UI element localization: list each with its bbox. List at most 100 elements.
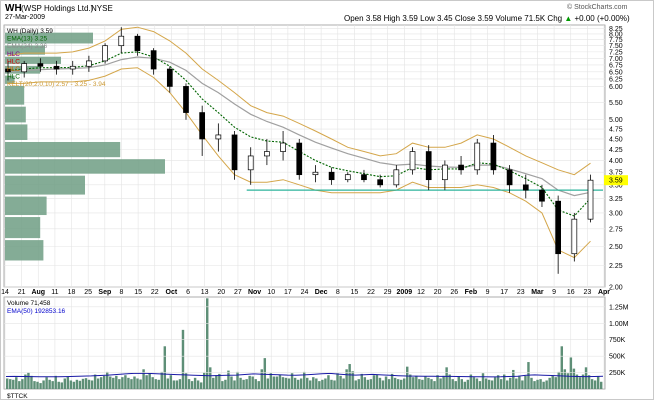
price-tick-label: 4.25	[609, 147, 623, 154]
volume-bar	[278, 374, 282, 389]
price-tick-label: 7.75	[609, 37, 623, 44]
price-tick-label: 2.50	[609, 244, 623, 251]
price-tick-label: 5.00	[609, 117, 623, 124]
time-tick-label: Nov	[248, 289, 261, 296]
volume-bar	[175, 380, 179, 389]
volume-bar	[36, 381, 39, 389]
candle-body	[53, 65, 60, 70]
candle-body	[555, 200, 561, 255]
volume-bar	[260, 369, 263, 389]
candle-body	[166, 68, 173, 87]
volume-bar	[145, 375, 148, 389]
volume-bar	[224, 379, 227, 389]
volume-bar	[436, 375, 439, 389]
volume-bar	[24, 374, 27, 389]
time-tick-label: 12	[417, 289, 425, 296]
volume-bar	[187, 379, 191, 389]
volume-ema50-line	[5, 372, 604, 378]
volume-bar	[102, 375, 106, 389]
chart-exchange: NYSE	[91, 4, 113, 13]
volume-bar	[439, 378, 442, 389]
volume-bar	[15, 377, 18, 389]
volume-bar	[172, 380, 176, 389]
volume-by-price-bar	[5, 56, 61, 64]
volume-bar	[142, 369, 145, 389]
volume-bar	[493, 377, 497, 389]
volume-bar	[566, 373, 570, 389]
chart-date: 27-Mar-2009	[5, 14, 46, 21]
volume-bar	[45, 377, 48, 389]
volume-bar	[509, 377, 512, 389]
time-tick-label: 2009	[397, 289, 413, 296]
volume-bar	[242, 379, 245, 389]
volume-bar	[227, 370, 230, 389]
volume-by-price-bar	[5, 159, 165, 174]
volume-bar	[60, 382, 63, 389]
high-label: High	[383, 14, 401, 23]
volume-bar	[299, 378, 303, 389]
volume-bar	[427, 377, 430, 389]
candle-body	[134, 35, 141, 51]
volume-bar	[272, 376, 276, 389]
volume-bar	[287, 378, 291, 389]
low-label: Low	[420, 14, 435, 23]
volume-bar	[557, 371, 560, 389]
volume-bar	[360, 373, 363, 389]
volume-bar	[484, 378, 488, 389]
volume-bar	[472, 377, 476, 389]
volume-bar	[93, 374, 97, 389]
time-tick-label: 10	[267, 289, 275, 296]
volume-bar	[51, 381, 54, 389]
volume-bar	[90, 380, 94, 389]
time-tick-label: Dec	[315, 289, 328, 296]
time-tick-label: 20	[217, 289, 225, 296]
volume-bar	[109, 376, 112, 389]
volume-bar	[21, 379, 24, 389]
volume-bar	[448, 374, 451, 389]
volume-bar	[348, 364, 351, 389]
volume-bar	[430, 379, 433, 389]
volume-value: 71.5K	[524, 14, 546, 23]
volume-by-price-bar	[5, 240, 44, 261]
volume-bar	[412, 377, 415, 389]
price-tick-label: 2.75	[609, 226, 623, 233]
chg-label: Chg	[547, 14, 563, 23]
volume-bar	[266, 378, 270, 389]
volume-bar	[290, 373, 294, 389]
volume-bar	[281, 377, 285, 389]
volume-bar	[418, 379, 421, 389]
volume-bar	[463, 381, 467, 389]
volume-bar	[381, 380, 385, 389]
volume-bar	[239, 377, 242, 389]
price-legend-entry: HLC	[7, 58, 20, 65]
volume-bar	[318, 381, 321, 389]
volume-bar	[163, 346, 167, 389]
volume-bar	[151, 377, 154, 389]
close-value: 3.59	[477, 14, 494, 23]
volume-bar	[569, 357, 573, 389]
volume-bar	[496, 375, 500, 389]
volume-bar	[351, 371, 354, 389]
volume-bar	[512, 369, 515, 389]
volume-bar	[181, 329, 185, 389]
candle-body	[296, 142, 303, 176]
volume-bar	[139, 379, 142, 389]
volume-bar	[84, 378, 88, 389]
volume-bar	[39, 383, 42, 389]
time-tick-label: 29	[384, 289, 392, 296]
price-tick-label: 4.00	[609, 158, 623, 165]
price-legend-entry: HLC	[7, 74, 20, 81]
volume-by-price-bar	[5, 32, 93, 44]
candle-body	[231, 134, 238, 171]
time-tick-label: Mar	[531, 289, 544, 296]
price-tick-label: 2.00	[609, 285, 623, 292]
volume-bar	[502, 374, 506, 389]
candle-body	[522, 184, 529, 191]
volume-bar	[33, 381, 36, 389]
volume-bar	[599, 381, 603, 389]
volume-bar	[42, 380, 45, 389]
volume-by-price-bar	[5, 45, 45, 55]
volume-bar	[460, 379, 463, 389]
candle-body	[37, 63, 44, 67]
